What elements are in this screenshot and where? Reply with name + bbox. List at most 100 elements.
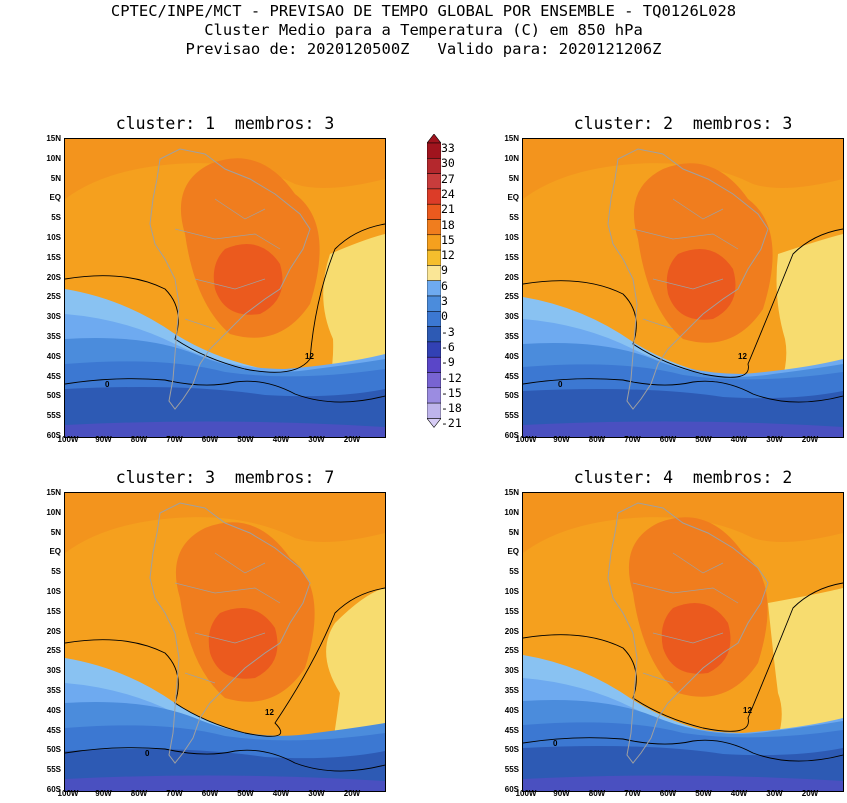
lat-tick-label: 35S (504, 332, 519, 341)
colorbar-label: 30 (441, 156, 455, 171)
lat-tick-label: 15S (46, 252, 61, 262)
lon-tick-label: 90W (553, 789, 570, 798)
colorbar-swatch (427, 234, 441, 251)
panel-title-2: cluster: 2 membros: 3 (573, 114, 793, 133)
lat-tick-label: 15S (504, 252, 519, 262)
panel-title-3: cluster: 3 membros: 7 (115, 468, 335, 487)
lon-tick-label: 20W (801, 435, 819, 444)
lat-tick-label: 40S (46, 351, 61, 361)
lon-tick-label: 50W (695, 789, 712, 798)
lat-tick-label: 45S (504, 371, 519, 381)
lat-tick-label: 5S (509, 213, 519, 223)
temperature-map-1: 12 0 (65, 139, 385, 437)
colorbar-swatch (427, 188, 441, 205)
lat-tick-label: 50S (504, 391, 519, 401)
colorbar-bottom-arrow (427, 418, 441, 428)
lon-tick-label: 80W (588, 789, 606, 798)
lat-tick-label: 20S (46, 272, 61, 282)
colorbar-label: -9 (441, 355, 455, 370)
colorbar-label: -15 (441, 385, 462, 400)
contour-label-12: 12 (305, 352, 314, 361)
lat-tick-label: 60S (504, 785, 519, 794)
map-panel-4: 12 0 (522, 492, 844, 792)
lat-tick-label: 50S (46, 745, 61, 755)
contour-label-12: 12 (738, 352, 747, 361)
lon-tick-label: 20W (343, 789, 361, 798)
temperature-map-4: 12 0 (523, 493, 843, 791)
lat-tick-label: 15N (46, 134, 61, 143)
lon-tick-label: 80W (588, 435, 606, 444)
colorbar-swatch (427, 295, 441, 312)
colorbar-label: 24 (441, 186, 455, 201)
lat-tick-label: 40S (46, 705, 61, 715)
lat-tick-label: 10S (504, 587, 519, 596)
lon-tick-label: 90W (95, 789, 112, 798)
lon-tick-label: 60W (201, 435, 219, 444)
lat-tick-label: 55S (46, 411, 61, 421)
colorbar-swatch (427, 387, 441, 404)
contour-label-0: 0 (105, 380, 110, 389)
lon-tick-label: 90W (95, 435, 112, 444)
lon-tick-label: 20W (801, 789, 819, 798)
lon-tick-label: 70W (166, 789, 183, 798)
colorbar-swatch (427, 265, 441, 281)
lat-tick-label: 15S (504, 606, 519, 616)
colorbar-label: -3 (441, 324, 455, 339)
lat-tick-label: 5S (51, 213, 61, 223)
colorbar-label: 6 (441, 278, 448, 293)
colorbar-swatch (427, 372, 441, 389)
temperature-map-3: 12 0 (65, 493, 385, 791)
lat-tick-label: 50S (504, 745, 519, 755)
lat-tick-label: 30S (504, 666, 519, 676)
lat-tick-label: 30S (504, 312, 519, 322)
colorbar-label: 18 (441, 217, 455, 232)
colorbar-label: 15 (441, 232, 455, 247)
lat-tick-label: 15N (504, 488, 519, 497)
lat-tick-label: 55S (46, 765, 61, 775)
lat-tick-label: 10S (46, 587, 61, 596)
lon-tick-label: 60W (659, 789, 677, 798)
colorbar-swatch (427, 203, 441, 220)
lon-tick-label: 60W (201, 789, 219, 798)
lat-tick-label: 40S (504, 351, 519, 361)
header-line2: Cluster Medio para a Temperatura (C) em … (204, 21, 643, 39)
header-line1: CPTEC/INPE/MCT - PREVISAO DE TEMPO GLOBA… (110, 2, 737, 20)
lat-tick-label: 55S (504, 765, 519, 775)
lat-tick-label: 35S (46, 332, 61, 341)
lon-tick-label: 70W (166, 435, 183, 444)
lat-tick-label: 5N (508, 527, 519, 537)
panel-title-4: cluster: 4 membros: 2 (573, 468, 793, 487)
header-line3: Previsao de: 2020120500Z Valido para: 20… (185, 40, 662, 58)
lat-tick-label: 45S (46, 725, 61, 735)
lat-tick-label: 10N (46, 153, 61, 163)
lon-tick-label: 40W (272, 789, 290, 798)
lon-tick-label: 50W (237, 435, 254, 444)
lon-tick-label: 30W (308, 789, 325, 798)
lat-tick-label: 15N (46, 488, 61, 497)
lon-tick-label: 30W (308, 435, 325, 444)
lon-tick-label: 20W (343, 435, 361, 444)
temperature-map-2: 12 0 (523, 139, 843, 437)
colorbar-swatch (427, 280, 441, 297)
lon-tick-label: 40W (272, 435, 290, 444)
lat-tick-label: 20S (504, 626, 519, 636)
lat-tick-label: 5N (50, 173, 61, 183)
lat-tick-label: EQ (507, 547, 519, 557)
contour-label-0: 0 (553, 739, 558, 748)
lat-tick-label: 20S (504, 272, 519, 282)
colorbar-swatch (427, 356, 441, 373)
contour-label-0: 0 (558, 380, 563, 389)
lon-tick-label: 80W (130, 789, 148, 798)
lat-tick-label: 25S (504, 646, 519, 656)
lon-tick-label: 100W (57, 789, 79, 798)
panel-title-1: cluster: 1 membros: 3 (115, 114, 335, 133)
map-panel-1: 12 0 (64, 138, 386, 438)
lat-tick-label: 60S (504, 431, 519, 440)
lat-tick-label: 30S (46, 666, 61, 676)
colorbar-swatch (427, 173, 441, 190)
map-panel-2: 12 0 (522, 138, 844, 438)
lon-tick-label: 30W (766, 435, 783, 444)
lon-tick-label: 30W (766, 789, 783, 798)
contour-label-0: 0 (145, 749, 150, 758)
map-panel-3: 12 0 (64, 492, 386, 792)
